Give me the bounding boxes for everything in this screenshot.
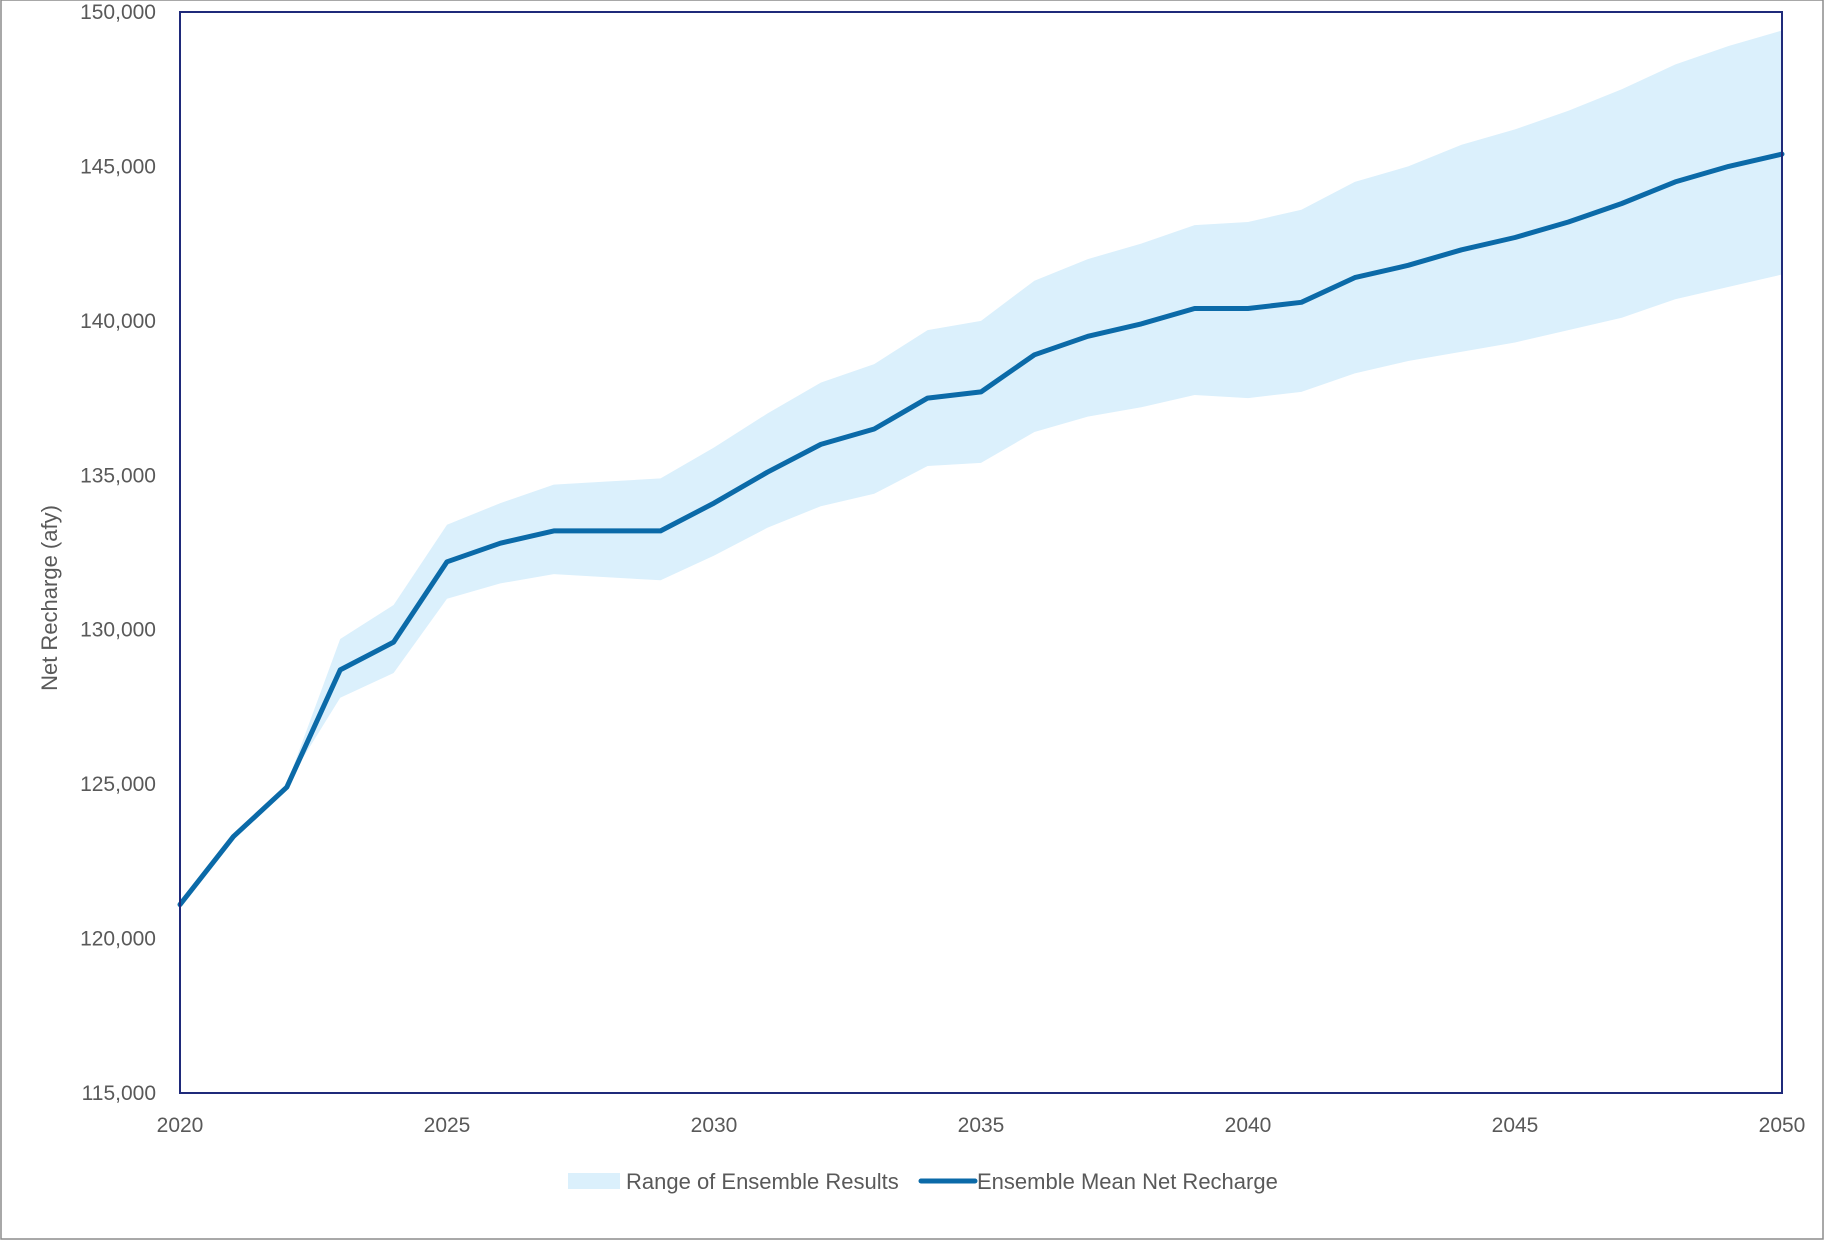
y-tick-label: 140,000: [80, 310, 156, 333]
legend-label-range: Range of Ensemble Results: [626, 1169, 899, 1194]
x-tick-label: 2020: [157, 1114, 204, 1137]
y-tick-label: 135,000: [80, 464, 156, 487]
legend: Range of Ensemble Results Ensemble Mean …: [568, 1169, 1278, 1194]
y-tick-label: 130,000: [80, 619, 156, 642]
y-tick-label: 125,000: [80, 773, 156, 796]
x-tick-label: 2050: [1759, 1114, 1806, 1137]
range-band-area: [180, 30, 1782, 902]
y-axis-title: Net Recharge (afy): [37, 505, 62, 691]
x-axis-tick-labels: 2020 2025 2030 2035 2040 2045 2050: [157, 1114, 1806, 1137]
y-tick-label: 145,000: [80, 155, 156, 178]
mean-line-layer: [177, 151, 1785, 908]
x-tick-label: 2045: [1492, 1114, 1539, 1137]
y-tick-label: 150,000: [80, 1, 156, 24]
y-axis-tick-labels: 115,000 120,000 125,000 130,000 135,000 140,0…: [80, 1, 156, 1105]
legend-label-mean: Ensemble Mean Net Recharge: [977, 1169, 1278, 1194]
x-tick-label: 2025: [424, 1114, 471, 1137]
y-tick-label: 120,000: [80, 928, 156, 951]
x-tick-label: 2035: [958, 1114, 1005, 1137]
plot-area-border: [179, 11, 1783, 1094]
y-tick-label: 115,000: [82, 1082, 156, 1105]
legend-swatch-range: [568, 1173, 620, 1189]
range-band-layer: [180, 30, 1782, 902]
x-tick-label: 2030: [691, 1114, 738, 1137]
mean-net-recharge-line: [177, 151, 1785, 908]
x-tick-label: 2040: [1225, 1114, 1272, 1137]
